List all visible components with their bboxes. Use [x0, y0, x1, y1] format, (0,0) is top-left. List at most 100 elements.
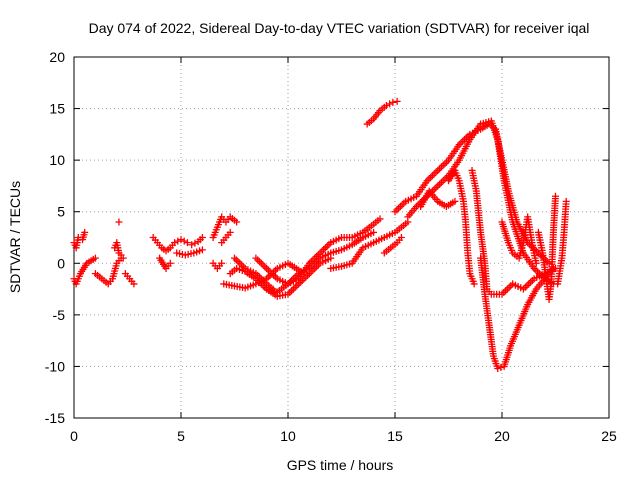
series-arc-21 — [391, 120, 553, 267]
data-point — [451, 197, 459, 205]
data-point — [232, 256, 240, 264]
data-point — [268, 270, 276, 278]
data-point — [521, 283, 529, 291]
data-point — [270, 271, 278, 279]
data-point — [437, 178, 445, 186]
series-arc-18 — [327, 218, 412, 272]
data-point — [437, 163, 445, 171]
data-point — [309, 261, 317, 269]
x-axis-label: GPS time / hours — [287, 457, 394, 473]
data-point — [370, 228, 378, 236]
data-point — [115, 218, 123, 226]
y-axis-label: SDTVAR / TECUs — [7, 181, 23, 293]
series-arc-5 — [115, 218, 123, 226]
data-point — [91, 254, 99, 262]
y-tick-label: 20 — [49, 49, 65, 65]
data-point — [494, 364, 502, 372]
data-point — [257, 259, 265, 267]
series-arc-12 — [209, 259, 226, 272]
y-tick-label: -10 — [45, 358, 65, 374]
data-point — [396, 203, 404, 211]
x-tick-label: 5 — [177, 428, 185, 444]
x-tick-label: 0 — [70, 428, 78, 444]
data-point — [393, 97, 401, 105]
y-tick-label: -5 — [53, 307, 66, 323]
data-point — [393, 206, 401, 214]
data-point — [523, 282, 531, 290]
data-point — [119, 254, 127, 262]
series-arc-3 — [91, 254, 125, 288]
data-point — [497, 363, 505, 371]
plot-frame — [73, 56, 610, 419]
data-point — [321, 244, 329, 252]
data-point — [436, 165, 444, 173]
x-tick-label: 15 — [387, 428, 403, 444]
data-point — [502, 287, 510, 295]
data-point — [376, 215, 384, 223]
data-point — [289, 285, 297, 293]
data-point — [397, 234, 405, 241]
y-tick-label: -15 — [45, 410, 65, 426]
data-point — [263, 264, 271, 272]
chart-title: Day 074 of 2022, Sidereal Day-to-day VTE… — [89, 20, 590, 36]
data-point — [552, 192, 559, 200]
series-arc-2 — [70, 254, 99, 288]
data-point — [226, 228, 234, 236]
data-point — [288, 287, 296, 295]
data-point — [398, 201, 406, 209]
series-arc-6 — [121, 270, 138, 288]
data-marks — [70, 97, 570, 372]
data-point — [441, 160, 449, 168]
data-point — [291, 283, 299, 291]
data-point — [313, 258, 321, 266]
series-arc-4 — [111, 239, 127, 262]
axis-ticks: 0 5 10 15 20 25 -15 -10 -5 0 5 10 15 20 — [45, 49, 617, 444]
data-point — [323, 242, 331, 250]
series-arc-9 — [173, 246, 206, 259]
data-point — [188, 241, 196, 249]
data-point — [562, 197, 570, 205]
series-arc-10 — [209, 213, 241, 241]
data-point — [266, 268, 274, 276]
series-arc-28 — [534, 192, 559, 303]
series-arc-27 — [498, 213, 540, 267]
data-point — [436, 180, 444, 188]
data-point — [432, 184, 440, 192]
series-arc-11 — [218, 228, 234, 247]
data-point — [439, 161, 447, 169]
data-point — [293, 282, 301, 290]
data-point — [525, 280, 533, 288]
x-tick-label: 20 — [494, 428, 510, 444]
data-point — [505, 283, 513, 291]
data-point — [236, 259, 244, 267]
data-point — [428, 172, 436, 180]
data-point — [320, 246, 328, 254]
data-point — [434, 166, 442, 174]
data-point — [218, 259, 226, 267]
data-point — [177, 236, 185, 244]
data-point — [259, 261, 267, 269]
data-point — [538, 252, 546, 260]
data-point — [389, 98, 397, 106]
data-point — [532, 266, 540, 274]
series-arc-26 — [477, 254, 557, 372]
data-point — [233, 218, 241, 226]
series-arc-17 — [263, 228, 378, 296]
data-point — [382, 101, 390, 109]
data-point — [183, 239, 191, 247]
y-tick-label: 5 — [57, 204, 65, 220]
data-point — [81, 228, 89, 236]
series-arc-24 — [445, 166, 478, 288]
data-point — [427, 173, 435, 181]
data-point — [318, 247, 326, 255]
data-point — [434, 182, 442, 190]
data-point — [500, 289, 508, 297]
series-arc-8 — [156, 254, 174, 272]
data-point — [286, 278, 294, 286]
data-point — [255, 258, 263, 266]
data-point — [470, 280, 478, 288]
data-point — [264, 266, 272, 274]
data-point — [532, 259, 540, 267]
data-point — [386, 100, 394, 108]
series-arc-19 — [380, 234, 405, 257]
